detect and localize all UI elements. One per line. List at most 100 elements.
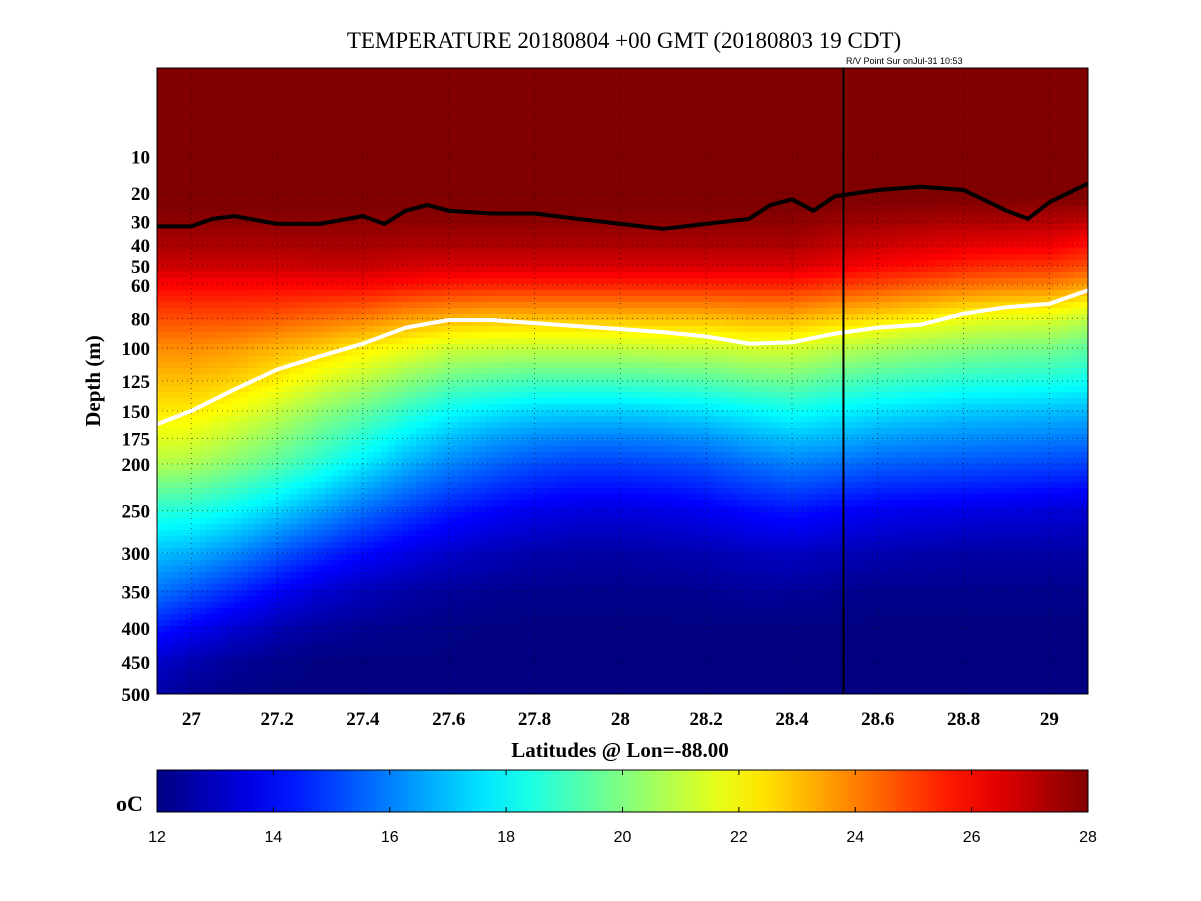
- field-cell: [1074, 176, 1082, 183]
- field-cell: [640, 254, 648, 261]
- field-cell: [213, 68, 221, 75]
- field-cell: [843, 182, 851, 189]
- field-cell: [206, 158, 214, 165]
- field-cell: [318, 152, 326, 159]
- field-cell: [962, 230, 970, 237]
- field-cell: [640, 98, 648, 105]
- field-cell: [759, 158, 767, 165]
- field-cell: [675, 152, 683, 159]
- field-cell: [514, 104, 522, 111]
- field-cell: [297, 128, 305, 135]
- field-cell: [213, 200, 221, 207]
- field-cell: [808, 122, 816, 129]
- field-cell: [710, 104, 718, 111]
- field-cell: [171, 164, 179, 171]
- field-cell: [395, 254, 403, 261]
- field-cell: [983, 92, 991, 99]
- field-cell: [605, 86, 613, 93]
- field-cell: [822, 98, 830, 105]
- field-cell: [969, 182, 977, 189]
- field-cell: [605, 284, 613, 291]
- field-cell: [766, 86, 774, 93]
- field-cell: [773, 86, 781, 93]
- field-cell: [346, 164, 354, 171]
- field-cell: [801, 212, 809, 219]
- field-cell: [1067, 260, 1075, 267]
- field-cell: [262, 254, 270, 261]
- field-cell: [997, 284, 1005, 291]
- field-cell: [248, 128, 256, 135]
- field-cell: [724, 110, 732, 117]
- field-cell: [479, 188, 487, 195]
- field-cell: [472, 164, 480, 171]
- field-cell: [514, 194, 522, 201]
- field-cell: [549, 110, 557, 117]
- field-cell: [920, 170, 928, 177]
- field-cell: [696, 128, 704, 135]
- field-cell: [850, 278, 858, 285]
- field-cell: [1081, 164, 1088, 171]
- field-cell: [346, 200, 354, 207]
- field-cell: [507, 170, 515, 177]
- field-cell: [192, 134, 200, 141]
- field-cell: [1039, 260, 1047, 267]
- field-cell: [241, 266, 249, 273]
- field-cell: [521, 224, 529, 231]
- field-cell: [451, 182, 459, 189]
- field-cell: [990, 134, 998, 141]
- field-cell: [899, 104, 907, 111]
- field-cell: [619, 170, 627, 177]
- field-cell: [311, 170, 319, 177]
- field-cell: [668, 86, 676, 93]
- field-cell: [794, 260, 802, 267]
- field-cell: [801, 74, 809, 81]
- field-cell: [549, 284, 557, 291]
- field-cell: [703, 218, 711, 225]
- cruise-note: R/V Point Sur onJul-31 10:53: [846, 56, 963, 66]
- field-cell: [633, 290, 641, 297]
- field-cell: [787, 122, 795, 129]
- field-cell: [647, 290, 655, 297]
- field-cell: [381, 284, 389, 291]
- field-cell: [318, 116, 326, 123]
- field-cell: [206, 140, 214, 147]
- field-cell: [731, 164, 739, 171]
- field-cell: [437, 254, 445, 261]
- field-cell: [381, 182, 389, 189]
- field-cell: [668, 254, 676, 261]
- field-cell: [213, 284, 221, 291]
- field-cell: [815, 92, 823, 99]
- field-cell: [563, 182, 571, 189]
- field-cell: [745, 194, 753, 201]
- field-cell: [829, 182, 837, 189]
- field-cell: [409, 188, 417, 195]
- field-cell: [941, 152, 949, 159]
- field-cell: [360, 140, 368, 147]
- field-cell: [836, 230, 844, 237]
- field-cell: [836, 74, 844, 81]
- field-cell: [514, 254, 522, 261]
- field-cell: [430, 152, 438, 159]
- field-cell: [626, 224, 634, 231]
- field-cell: [1025, 278, 1033, 285]
- field-cell: [773, 284, 781, 291]
- field-cell: [682, 68, 690, 75]
- field-cell: [871, 146, 879, 153]
- field-cell: [801, 140, 809, 147]
- field-cell: [199, 110, 207, 117]
- field-cell: [241, 68, 249, 75]
- field-cell: [465, 116, 473, 123]
- field-cell: [269, 284, 277, 291]
- field-cell: [346, 158, 354, 165]
- field-cell: [423, 170, 431, 177]
- field-cell: [430, 188, 438, 195]
- field-cell: [570, 230, 578, 237]
- field-cell: [829, 92, 837, 99]
- field-cell: [759, 278, 767, 285]
- field-cell: [514, 230, 522, 237]
- field-cell: [255, 182, 263, 189]
- field-cell: [178, 236, 186, 243]
- field-cell: [206, 224, 214, 231]
- field-cell: [997, 134, 1005, 141]
- field-cell: [178, 104, 186, 111]
